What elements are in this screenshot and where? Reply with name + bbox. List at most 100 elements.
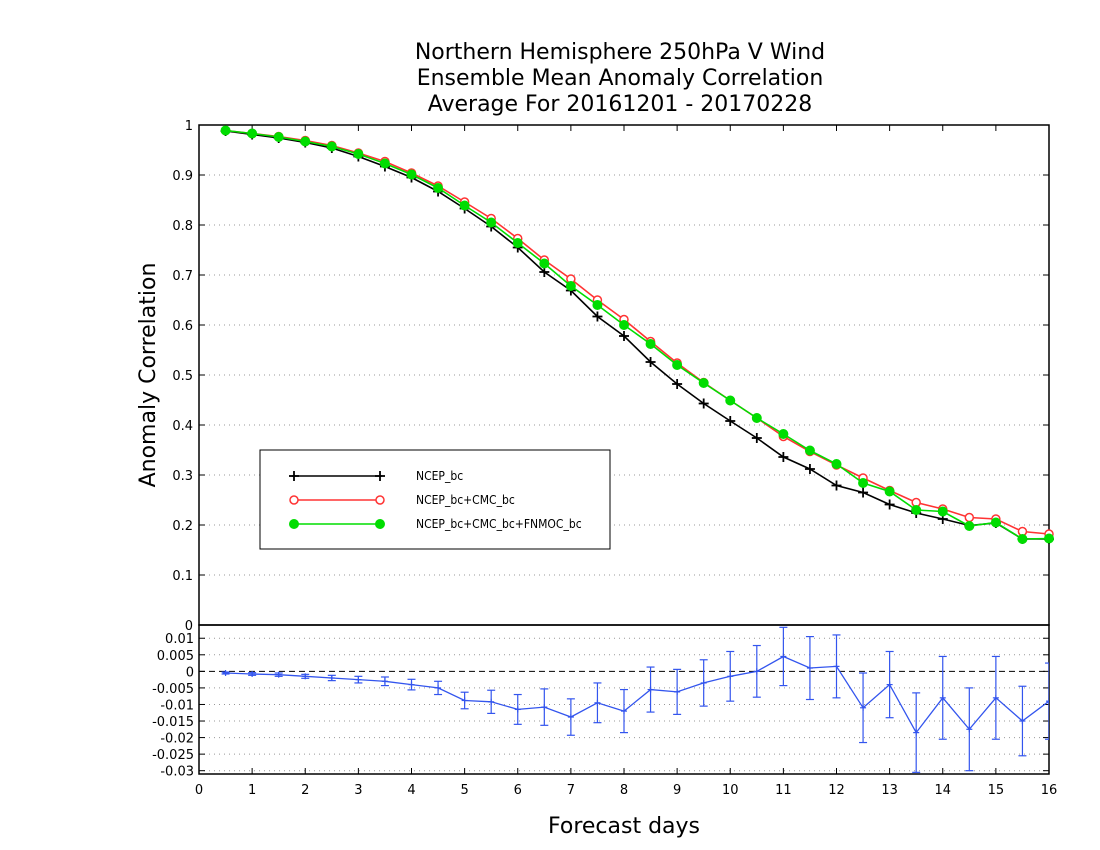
series-point: [433, 183, 444, 193]
legend-item-1: NCEP_bc: [289, 469, 463, 483]
difference-point: [674, 688, 681, 695]
difference-point: [355, 676, 362, 683]
xtick-label: 2: [301, 783, 309, 798]
difference-point: [1046, 698, 1049, 705]
series-point: [1044, 533, 1054, 544]
title-line-2: Ensemble Mean Anomaly Correlation: [417, 66, 824, 91]
legend-swatch-marker: [289, 495, 299, 505]
x-axis-label: Forecast days: [548, 814, 700, 839]
difference-point: [461, 697, 468, 704]
series-point: [353, 149, 364, 159]
xtick-label: 11: [775, 783, 792, 798]
chart-title: Northern Hemisphere 250hPa V WindEnsembl…: [415, 40, 825, 117]
series-point: [565, 281, 576, 291]
series-point: [619, 331, 629, 341]
difference-line: [225, 655, 1049, 734]
top-ytick-label: 1: [185, 119, 193, 134]
title-line-1: Northern Hemisphere 250hPa V Wind: [415, 40, 825, 65]
series-point: [672, 379, 683, 389]
series-point: [751, 433, 762, 443]
series-point: [273, 132, 284, 142]
legend-swatch-marker: [289, 519, 299, 529]
top-ytick-label: 0.7: [172, 269, 193, 284]
legend-item-2: NCEP_bc+CMC_bc: [289, 493, 515, 507]
bottom-ytick-label: -0.005: [152, 682, 194, 697]
series-point: [539, 258, 550, 269]
bottom-ytick-label: 0: [186, 665, 194, 680]
series-point: [539, 267, 550, 277]
difference-point: [833, 663, 840, 670]
xtick-label: 14: [934, 783, 951, 798]
top-ytick-label: 0.1: [172, 569, 193, 584]
top-ytick-label: 0.4: [172, 419, 193, 434]
legend: NCEP_bc NCEP_bc+CMC_bc NCEP_bc+CMC_bc+FNMO…: [259, 449, 611, 550]
bottom-ytick-label: 0.01: [165, 632, 194, 647]
top-ytick-label: 0.5: [172, 369, 193, 384]
x-axis-ticks: 0 1 2 3 4 5 6 7 8 9 10 11 12 13 14 15 16: [195, 125, 1057, 798]
series-point: [379, 158, 390, 169]
xtick-label: 5: [460, 783, 468, 798]
legend-item-3: NCEP_bc+CMC_bc+FNMOC_bc: [289, 517, 582, 531]
series-point: [406, 169, 417, 180]
difference-point: [1019, 718, 1026, 725]
xtick-label: 8: [620, 783, 628, 798]
xtick-label: 0: [195, 783, 203, 798]
xtick-label: 16: [1041, 783, 1058, 798]
bottom-ytick-label: -0.02: [160, 732, 194, 747]
series-point: [831, 459, 842, 469]
series-point: [672, 360, 683, 370]
series-point: [300, 136, 311, 147]
difference-point: [806, 665, 813, 672]
top-ytick-label: 0.6: [172, 319, 193, 334]
difference-point: [780, 653, 787, 660]
top-ytick-label: 0: [185, 619, 193, 634]
xtick-label: 15: [988, 783, 1005, 798]
series-point: [698, 398, 709, 409]
series-point: [725, 395, 736, 406]
series-point: [459, 200, 470, 211]
series-point: [619, 320, 629, 330]
series-point: [937, 506, 948, 517]
series-point: [486, 217, 497, 228]
difference-point: [222, 670, 229, 677]
series-point: [804, 464, 815, 474]
series-point: [645, 357, 656, 367]
series-point: [220, 125, 231, 136]
top-y-axis-ticks: 1 0.9 0.8 0.7 0.6 0.5 0.4 0.3 0.2 0.1 0: [172, 119, 1049, 634]
difference-point: [275, 671, 282, 678]
difference-point: [913, 729, 920, 736]
difference-point: [488, 698, 495, 705]
difference-point: [567, 714, 574, 721]
series-point: [831, 480, 842, 491]
error-bar: [1045, 662, 1049, 740]
difference-point: [727, 673, 734, 680]
series-point: [858, 487, 869, 498]
xtick-label: 6: [514, 783, 522, 798]
difference-clipped: [221, 626, 1049, 773]
difference-point: [647, 686, 654, 693]
bottom-ytick-label: -0.015: [152, 715, 194, 730]
difference-point: [408, 681, 415, 688]
top-ytick-label: 0.3: [172, 469, 193, 484]
difference-point: [621, 708, 627, 715]
legend-swatch-marker: [375, 495, 385, 505]
difference-point: [514, 706, 521, 713]
series-point: [326, 141, 337, 152]
series-point: [247, 128, 258, 139]
series-point: [884, 486, 895, 497]
difference-point: [381, 678, 388, 685]
difference-point: [435, 684, 442, 691]
legend-label: NCEP_bc+CMC_bc+FNMOC_bc: [416, 517, 582, 531]
difference-point: [249, 671, 256, 678]
bottom-ytick-label: -0.025: [152, 748, 194, 763]
difference-point: [939, 694, 946, 701]
xtick-label: 4: [407, 783, 415, 798]
xtick-label: 3: [354, 783, 362, 798]
series-point: [751, 413, 762, 423]
xtick-label: 12: [828, 783, 845, 798]
series-point: [592, 300, 603, 310]
difference-point: [860, 704, 867, 711]
xtick-label: 9: [673, 783, 681, 798]
